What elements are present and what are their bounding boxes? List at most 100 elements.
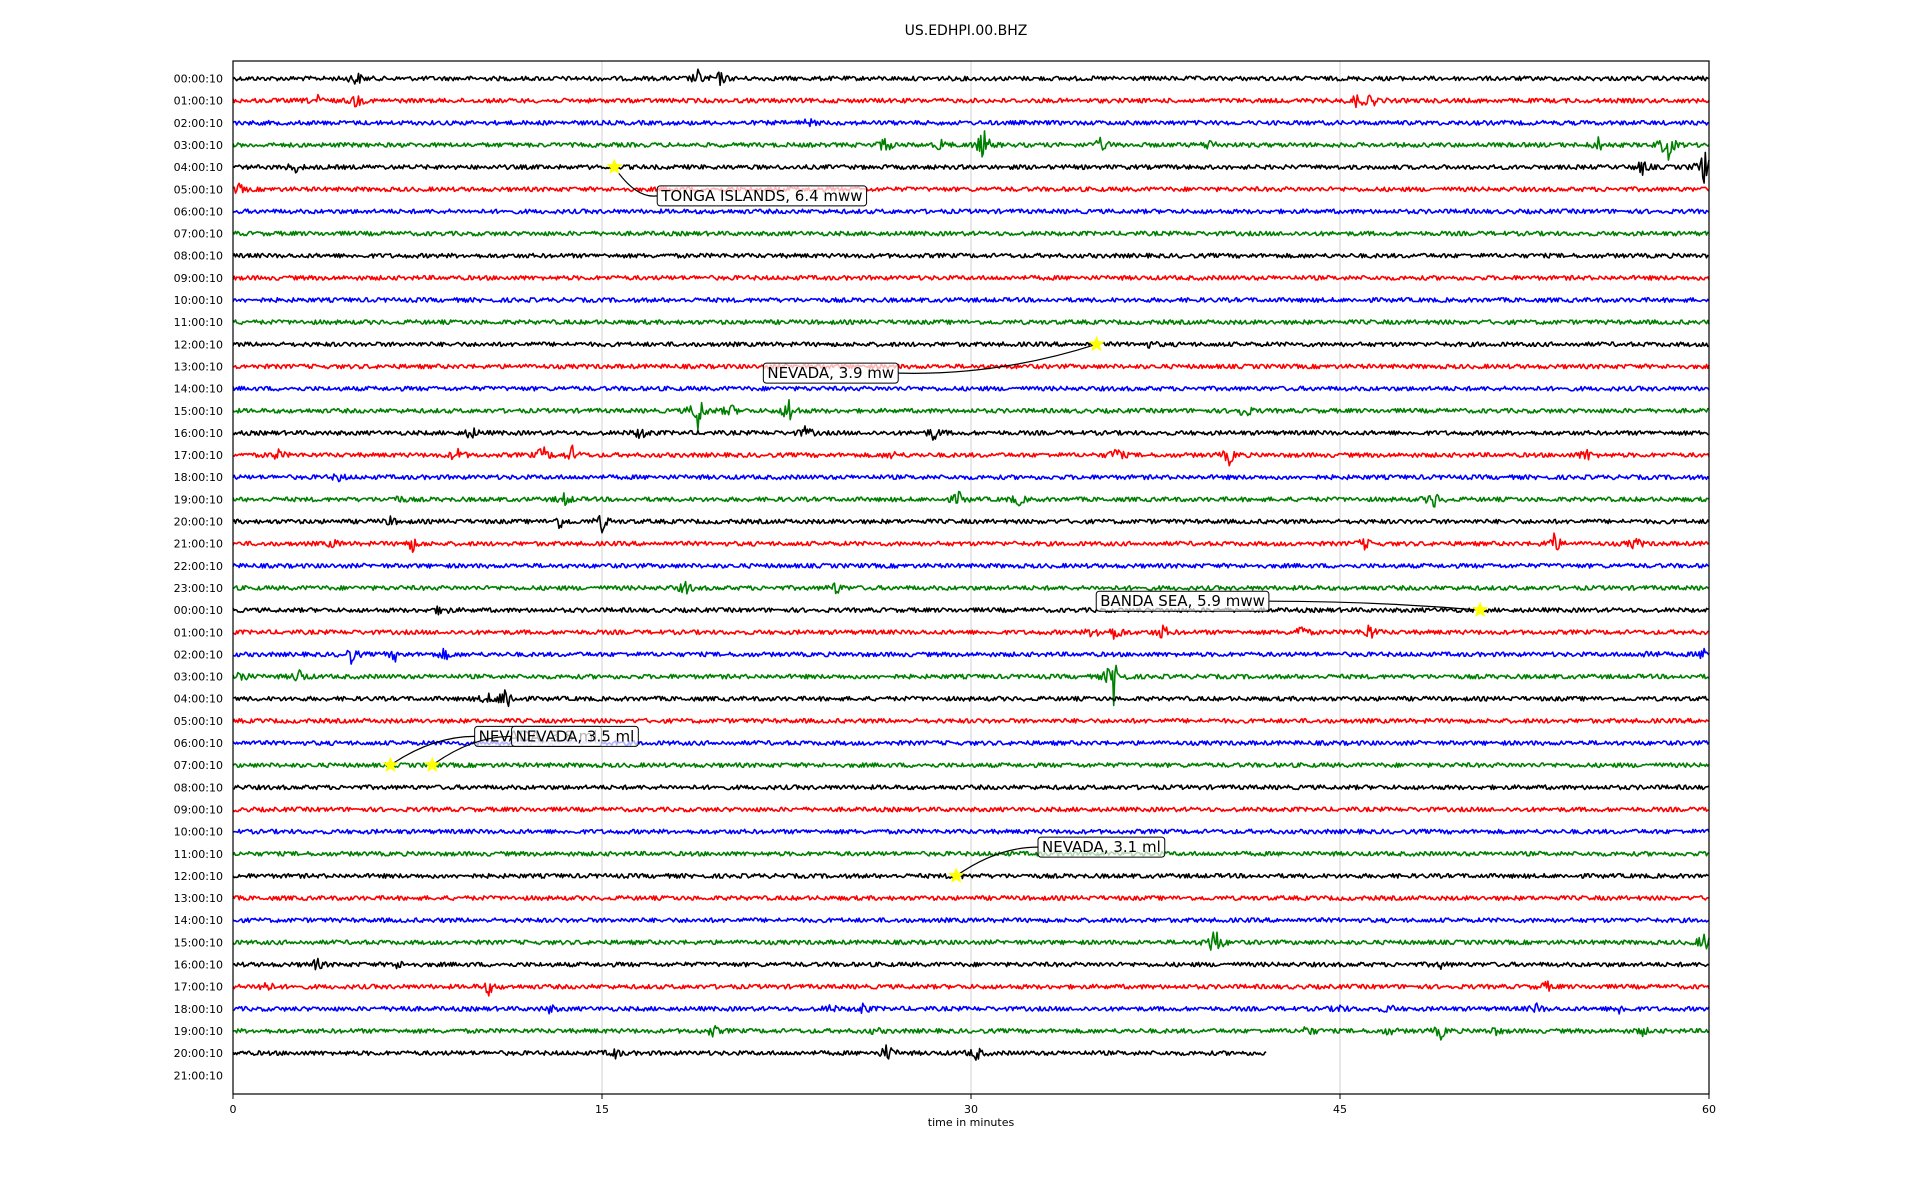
trace-line [232, 1044, 1267, 1061]
trace-line [232, 340, 1710, 349]
trace-line [232, 363, 1710, 370]
event-star-marker [382, 756, 399, 773]
row-label: 11:00:10 [174, 316, 223, 329]
trace-line [232, 784, 1710, 791]
event-label-box [656, 185, 868, 207]
trace-line [232, 647, 1710, 665]
event-star-marker [1471, 601, 1489, 618]
trace-line [232, 151, 1710, 184]
row-label: 14:00:10 [174, 914, 223, 927]
event-annotation: NEVADA, 3.1 ml [947, 836, 1166, 883]
row-label: 12:00:10 [174, 870, 223, 883]
event-star-marker [1088, 335, 1105, 352]
row-label: 14:00:10 [174, 383, 223, 396]
event-label-box [511, 725, 639, 747]
trace-line [232, 297, 1710, 303]
trace-line [232, 252, 1710, 259]
row-label: 16:00:10 [174, 959, 223, 972]
trace-line [232, 130, 1710, 161]
trace-line [232, 385, 1710, 392]
row-label: 11:00:10 [174, 848, 223, 861]
row-label: 08:00:10 [174, 250, 223, 263]
x-tick-label: 30 [964, 1103, 978, 1116]
row-label: 02:00:10 [174, 648, 223, 661]
trace-line [232, 806, 1710, 813]
row-label: 08:00:10 [174, 781, 223, 794]
trace-line [232, 182, 1710, 194]
trace-line [232, 490, 1710, 508]
trace-line [232, 762, 1710, 769]
row-label: 07:00:10 [174, 228, 223, 241]
trace-line [232, 208, 1710, 215]
row-label: 04:00:10 [174, 693, 223, 706]
row-label: 23:00:10 [174, 582, 223, 595]
row-label: 20:00:10 [174, 516, 223, 529]
row-label: 06:00:10 [174, 205, 223, 218]
trace-line [232, 895, 1710, 901]
chart-title: US.EDHPI.00.BHZ [905, 23, 1028, 39]
event-connector [390, 735, 475, 766]
trace-line [232, 872, 1710, 880]
row-label: 04:00:10 [174, 161, 223, 174]
event-annotation: NEVADA, 3.5 ml [424, 725, 639, 773]
row-label: 01:00:10 [174, 95, 223, 108]
trace-line [232, 917, 1710, 924]
event-label: NEVADA, 3.9 mw [767, 364, 894, 382]
row-label: 03:00:10 [174, 139, 223, 152]
trace-line [232, 1002, 1710, 1015]
event-label-box [1037, 836, 1166, 858]
event-label-box [762, 362, 899, 384]
row-label: 22:00:10 [174, 560, 223, 573]
event-label: BANDA SEA, 5.9 mww [1100, 592, 1265, 610]
trace-line [232, 828, 1710, 835]
event-connector [955, 846, 1039, 877]
trace-line [232, 624, 1710, 640]
trace-line [232, 717, 1710, 724]
event-annotation: NEVADA, 3.9 mw [762, 335, 1105, 384]
row-label: 19:00:10 [174, 493, 223, 506]
trace-line [232, 664, 1710, 707]
x-tick-label: 15 [595, 1103, 609, 1116]
trace-line [232, 319, 1710, 326]
event-annotation: BANDA SEA, 5.9 mww [1095, 590, 1489, 618]
row-label: 16:00:10 [174, 427, 223, 440]
row-label: 10:00:10 [174, 294, 223, 307]
trace-line [232, 230, 1710, 237]
row-label: 18:00:10 [174, 471, 223, 484]
event-label: NEVADA, 3.1 ml [1042, 838, 1161, 856]
row-label: 15:00:10 [174, 936, 223, 949]
row-label: 17:00:10 [174, 449, 223, 462]
event-connector [1268, 600, 1481, 611]
row-label: 12:00:10 [174, 338, 223, 351]
trace-line [232, 980, 1710, 997]
trace-line [232, 689, 1710, 708]
trace-line [232, 1025, 1710, 1041]
event-label-box [1095, 590, 1270, 612]
row-label: 21:00:10 [174, 1069, 223, 1082]
trace-line [232, 425, 1710, 441]
event-star-marker [947, 867, 965, 883]
row-label: 18:00:10 [174, 1003, 223, 1016]
row-label: 21:00:10 [174, 538, 223, 551]
row-label-group: 00:00:10 01:00:10 02:00:10 03:00:10 04:00:10… [174, 73, 223, 1083]
row-label: 15:00:10 [174, 405, 223, 418]
row-label: 01:00:10 [174, 626, 223, 639]
event-label: NEVADA, 3.5 ml [516, 727, 635, 745]
row-label: 09:00:10 [174, 803, 223, 816]
trace-line [232, 931, 1710, 951]
trace-line [232, 399, 1710, 431]
trace-line [232, 118, 1710, 128]
trace-line [232, 93, 1710, 109]
row-label: 07:00:10 [174, 759, 223, 772]
row-label: 05:00:10 [174, 183, 223, 196]
trace-line [232, 580, 1710, 595]
event-connector [898, 343, 1097, 374]
trace-line [232, 473, 1710, 483]
trace-line [232, 532, 1710, 553]
row-label: 20:00:10 [174, 1047, 223, 1060]
event-connector [613, 166, 658, 197]
trace-line [232, 68, 1710, 87]
row-label: 05:00:10 [174, 715, 223, 728]
row-label: 17:00:10 [174, 981, 223, 994]
